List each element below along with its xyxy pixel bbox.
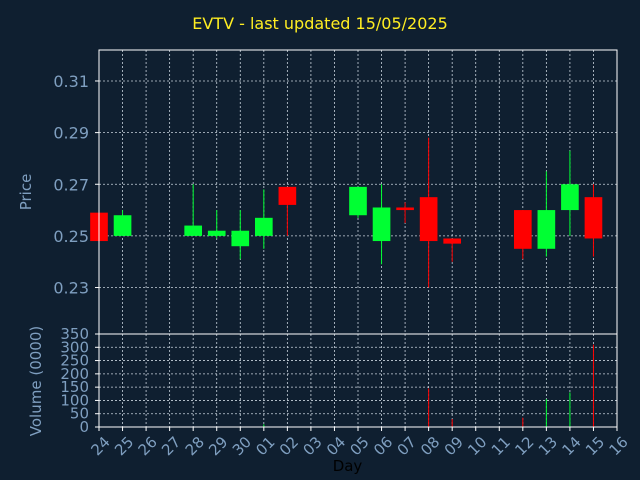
- x-tick-label: 30: [229, 433, 255, 459]
- x-tick-label: 13: [535, 433, 561, 459]
- candle-body: [584, 197, 603, 239]
- x-tick-label: 05: [347, 433, 373, 459]
- candle-body: [396, 207, 414, 211]
- candle-body: [207, 230, 226, 236]
- price-tick-label: 0.23: [53, 279, 89, 298]
- x-tick-label: 06: [370, 433, 396, 459]
- candle-body: [184, 225, 203, 236]
- x-axis-label: Day: [332, 457, 363, 475]
- candle-body: [419, 197, 438, 242]
- x-tick-label: 07: [394, 433, 420, 459]
- candle-body: [349, 186, 367, 216]
- x-tick-label: 24: [88, 433, 114, 459]
- candle-body: [231, 230, 250, 247]
- volume-tick-label: 0: [79, 418, 89, 436]
- x-tick-label: 26: [135, 433, 161, 459]
- volume-tick-label: 150: [60, 378, 89, 396]
- volume-tick-label: 200: [60, 365, 89, 383]
- x-tick-label: 27: [158, 433, 184, 459]
- price-tick-label: 0.29: [53, 124, 89, 143]
- x-tick-label: 09: [441, 433, 467, 459]
- x-tick-labels: 2425262728293001020304050607080910111213…: [88, 427, 632, 459]
- candle-body: [443, 238, 462, 244]
- x-tick-label: 01: [252, 433, 278, 459]
- volume-tick-label: 350: [60, 325, 89, 343]
- x-tick-label: 16: [606, 433, 632, 459]
- price-panel: 0.23 0.25 0.27 0.29 0.31: [53, 49, 618, 335]
- x-tick-label: 12: [511, 433, 537, 459]
- candle-body: [513, 210, 532, 249]
- x-tick-label: 10: [464, 433, 490, 459]
- price-tick-label: 0.27: [53, 175, 89, 194]
- volume-tick-label: 100: [60, 391, 89, 409]
- x-tick-label: 14: [558, 433, 584, 459]
- x-tick-label: 03: [299, 433, 325, 459]
- candle-body: [537, 210, 556, 249]
- candle-body: [113, 215, 132, 236]
- x-tick-label: 29: [205, 433, 231, 459]
- volume-tick-label: 250: [60, 352, 89, 370]
- x-tick-label: 15: [582, 433, 608, 459]
- chart-title: EVTV - last updated 15/05/2025: [192, 14, 448, 33]
- x-tick-label: 04: [323, 433, 349, 459]
- x-tick-label: 08: [417, 433, 443, 459]
- candle-body: [278, 186, 297, 205]
- x-tick-label: 28: [182, 433, 208, 459]
- volume-tick-label: 50: [70, 405, 89, 423]
- x-tick-label: 11: [488, 433, 514, 459]
- candle-body: [372, 207, 391, 242]
- price-tick-label: 0.31: [53, 72, 89, 91]
- price-tick-label: 0.25: [53, 227, 89, 246]
- candle-body: [254, 217, 273, 236]
- volume-tick-label: 300: [60, 338, 89, 356]
- candle-body: [561, 184, 579, 211]
- x-tick-label: 25: [111, 433, 137, 459]
- x-tick-label: 02: [276, 433, 302, 459]
